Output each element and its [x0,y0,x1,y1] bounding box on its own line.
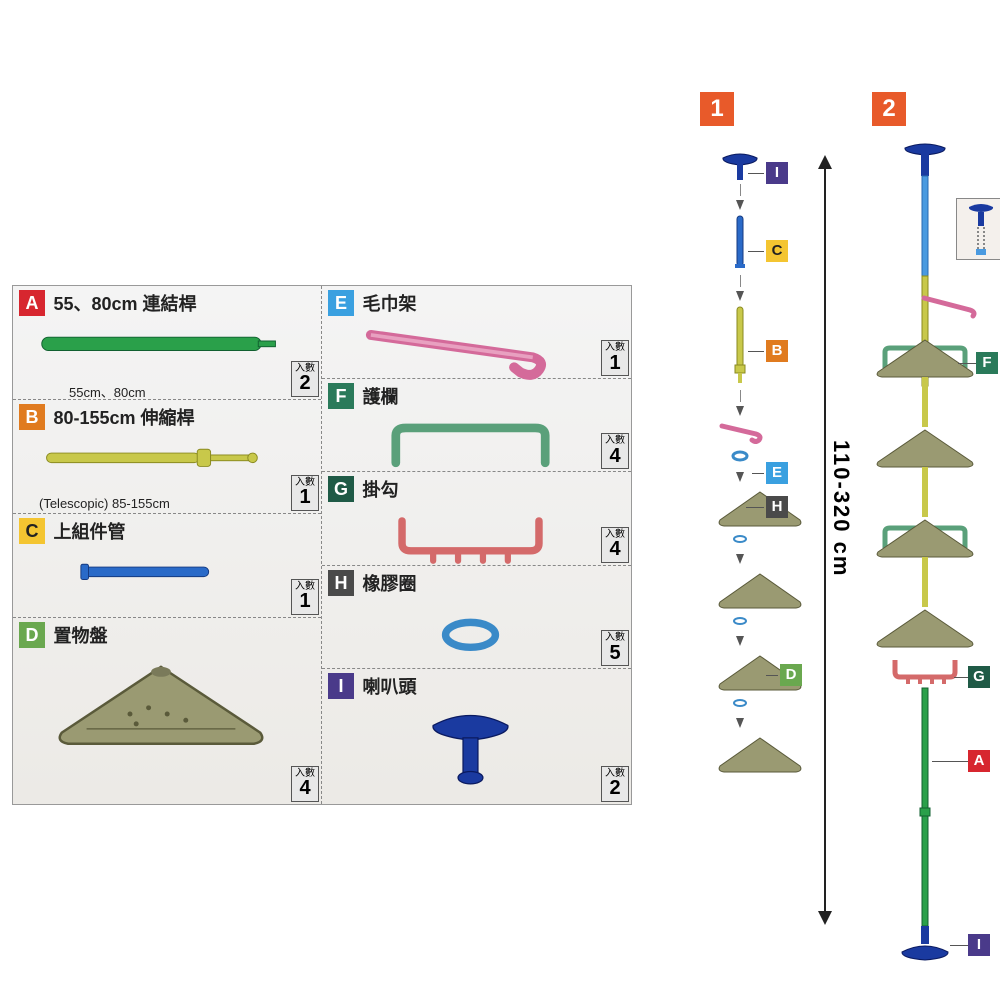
callout-F: F [976,352,998,374]
part-cell-F: F 護欄 入數4 [322,379,631,472]
badge-D: D [19,622,45,648]
qty-H: 入數5 [601,630,629,666]
part-cell-I: I 喇叭頭 入數2 [322,669,631,804]
qty-F: 入數4 [601,433,629,469]
illus-E [346,320,595,380]
parts-table: A 55、80cm 連結桿 55cm、80cm 入數2 B 80-155cm 伸… [12,285,632,805]
part-title-A: 55、80cm 連結桿 [53,290,196,316]
part-title-B: 80-155cm 伸縮桿 [53,404,194,430]
part-sub-B: (Telescopic) 85-155cm [39,496,315,511]
badge-E: E [328,290,354,316]
parts-col-right: E 毛巾架 入數1 F 護欄 入數4 G 掛勾 入數4 H [322,286,631,804]
badge-H: H [328,570,354,596]
badge-A: A [19,290,45,316]
part-title-C: 上組件管 [53,518,125,544]
illus-A [37,320,285,380]
callout-E: E [766,462,788,484]
part-cell-B: B 80-155cm 伸縮桿 (Telescopic) 85-155cm 入數1 [13,400,321,514]
part-title-G: 掛勾 [362,476,398,502]
qty-G: 入數4 [601,527,629,563]
part-title-H: 橡膠圈 [362,570,416,596]
qty-A: 入數2 [291,361,319,397]
parts-col-left: A 55、80cm 連結桿 55cm、80cm 入數2 B 80-155cm 伸… [13,286,322,804]
part-cell-H: H 橡膠圈 入數5 [322,566,631,670]
part-cell-E: E 毛巾架 入數1 [322,286,631,379]
callout-A: A [968,750,990,772]
qty-B: 入數1 [291,475,319,511]
assembly-2: F G A I [860,90,990,950]
callout-H: H [766,496,788,518]
illus-G [346,506,595,566]
illus-B [37,434,285,494]
illus-D [37,652,285,752]
callout-D: D [780,664,802,686]
badge-F: F [328,383,354,409]
badge-B: B [19,404,45,430]
illus-C [37,548,285,608]
badge-I: I [328,673,354,699]
part-cell-C: C 上組件管 入數1 [13,514,321,618]
part-title-D: 置物盤 [53,622,107,648]
illus-I [346,703,595,773]
callout-C: C [766,240,788,262]
callout-I: I [766,162,788,184]
qty-I: 入數2 [601,766,629,802]
callout-G: G [968,666,990,688]
callout-I2: I [968,934,990,956]
part-sub-A: 55cm、80cm [69,382,315,401]
qty-E: 入數1 [601,340,629,376]
illus-H [346,600,595,660]
part-cell-A: A 55、80cm 連結桿 55cm、80cm 入數2 [13,286,321,400]
detail-inset [956,198,1000,260]
part-cell-D: D 置物盤 入數4 [13,618,321,804]
qty-C: 入數1 [291,579,319,615]
callout-B: B [766,340,788,362]
part-title-I: 喇叭頭 [362,673,416,699]
part-title-E: 毛巾架 [362,290,416,316]
assembly-1: I C B E H D [680,90,800,950]
height-label: 110-320 cm [828,440,854,577]
tray-icon [710,486,810,532]
illus-F [346,413,595,473]
badge-G: G [328,476,354,502]
badge-C: C [19,518,45,544]
qty-D: 入數4 [291,766,319,802]
part-cell-G: G 掛勾 入數4 [322,472,631,565]
part-title-F: 護欄 [362,383,398,409]
